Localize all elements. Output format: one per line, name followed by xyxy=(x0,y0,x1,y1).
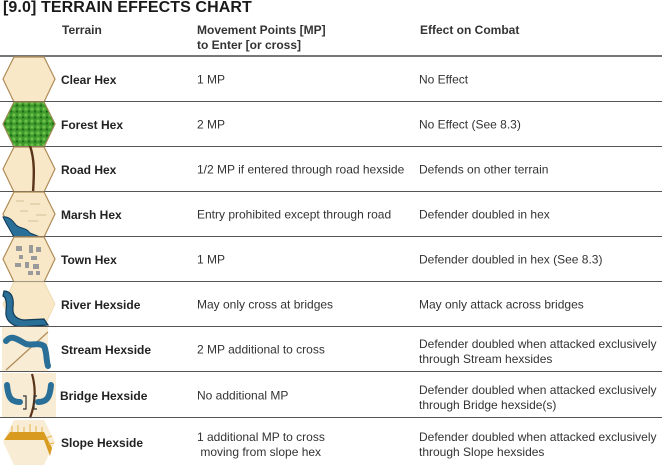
header-mp-line1: Movement Points [MP] xyxy=(197,23,326,37)
terrain-mp: 1/2 MP if entered through road hexside xyxy=(197,162,405,176)
table-row-bridge-hexside: Bridge Hexside No additional MP Defender… xyxy=(0,373,662,419)
header-terrain: Terrain xyxy=(62,23,102,37)
clear-hex-icon xyxy=(2,56,56,103)
table-row-town-hex: Town Hex 1 MP Defender doubled in hex (S… xyxy=(0,236,662,283)
bridge-hexside-icon xyxy=(2,373,56,419)
row-divider xyxy=(0,235,662,237)
row-divider xyxy=(0,416,662,418)
terrain-mp: 1 additional MP to cross moving from slo… xyxy=(197,430,325,459)
stream-hexside-icon xyxy=(2,327,51,371)
terrain-mp: No additional MP xyxy=(197,388,289,402)
river-hexside-icon xyxy=(2,281,56,328)
row-divider xyxy=(0,100,662,102)
row-divider xyxy=(0,190,662,192)
terrain-name: Forest Hex xyxy=(61,117,124,132)
road-hex-icon xyxy=(2,146,56,193)
table-row-stream-hexside: Stream Hexside 2 MP additional to cross … xyxy=(0,327,662,372)
terrain-name: Clear Hex xyxy=(61,72,117,87)
terrain-name: Bridge Hexside xyxy=(60,388,148,403)
terrain-name: Town Hex xyxy=(61,252,117,267)
terrain-name: Slope Hexside xyxy=(61,436,144,450)
terrain-mp: 1 MP xyxy=(197,72,226,86)
marsh-hex-icon xyxy=(2,191,56,238)
terrain-combat: Defender doubled in hex (See 8.3) xyxy=(419,252,603,266)
row-divider xyxy=(0,370,662,372)
header-movement-points: Movement Points [MP] to Enter [or cross] xyxy=(197,23,326,53)
header-combat: Effect on Combat xyxy=(420,23,520,37)
row-divider xyxy=(0,280,662,282)
terrain-combat: Defender doubled when attacked exclusive… xyxy=(419,430,657,459)
terrain-combat: Defends on other terrain xyxy=(419,162,549,176)
terrain-combat: Defender doubled in hex xyxy=(419,207,550,221)
table-row-river-hexside: River Hexside May only cross at bridges … xyxy=(0,281,662,328)
terrain-name: Road Hex xyxy=(61,162,117,177)
row-divider xyxy=(0,325,662,327)
terrain-name: River Hexside xyxy=(61,297,141,312)
terrain-mp: 2 MP additional to cross xyxy=(197,342,325,356)
terrain-combat: No Effect (See 8.3) xyxy=(419,117,521,131)
header-mp-line2: to Enter [or cross] xyxy=(197,38,302,52)
terrain-name: Stream Hexside xyxy=(61,342,152,357)
terrain-combat: No Effect xyxy=(419,72,469,86)
table-row-road-hex: Road Hex 1/2 MP if entered through road … xyxy=(0,146,662,193)
town-hex-icon xyxy=(2,236,56,283)
terrain-combat: Defender doubled when attacked exclusive… xyxy=(419,336,657,366)
chart-title: [9.0] TERRAIN EFFECTS CHART xyxy=(3,0,252,16)
terrain-mp: Entry prohibited except through road xyxy=(197,207,392,221)
slope-hexside-icon xyxy=(3,420,55,465)
table-row-slope-hexside: Slope Hexside 1 additional MP to cross m… xyxy=(0,419,662,467)
terrain-mp: 1 MP xyxy=(197,252,226,266)
table-row-marsh-hex: Marsh Hex Entry prohibited except throug… xyxy=(0,191,662,238)
table-row-clear-hex: Clear Hex 1 MP No Effect xyxy=(0,56,662,103)
row-divider xyxy=(0,145,662,147)
terrain-combat: Defender doubled when attacked exclusive… xyxy=(419,382,657,412)
table-row-forest-hex: Forest Hex 2 MP No Effect (See 8.3) xyxy=(0,101,662,148)
terrain-mp: 2 MP xyxy=(197,117,226,131)
terrain-name: Marsh Hex xyxy=(61,207,122,222)
forest-hex-icon xyxy=(2,101,56,148)
terrain-combat: May only attack across bridges xyxy=(419,297,584,311)
header-divider xyxy=(0,55,662,57)
terrain-mp: May only cross at bridges xyxy=(197,297,334,311)
